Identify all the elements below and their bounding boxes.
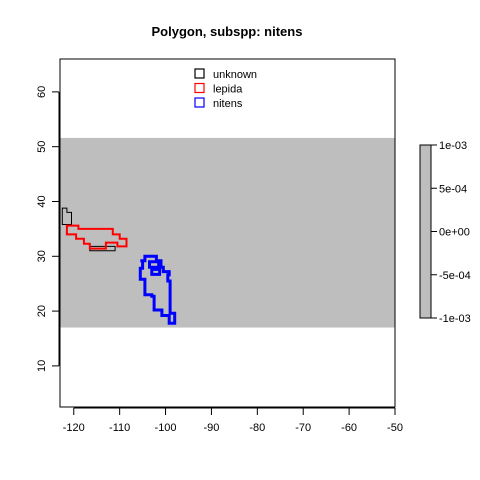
legend: unknown lepida nitens xyxy=(195,69,257,110)
legend-label-unknown: unknown xyxy=(213,69,257,81)
y-tick-label: 60 xyxy=(36,86,48,98)
y-tick-label: 50 xyxy=(36,141,48,153)
background-band xyxy=(60,138,395,328)
colorbar-tick-label: -1e-03 xyxy=(439,313,471,325)
plot-area xyxy=(60,138,395,328)
colorbar-tick-label: 0e+00 xyxy=(439,227,470,239)
legend-key-lepida xyxy=(195,84,204,93)
x-tick-label: -110 xyxy=(109,422,130,434)
y-tick-label: 30 xyxy=(36,250,48,262)
legend-label-lepida: lepida xyxy=(213,84,243,96)
colorbar: 1e-03 5e-04 0e+00 -5e-04 -1e-03 xyxy=(420,140,471,325)
colorbar-tick-label: 5e-04 xyxy=(439,183,467,195)
x-tick-label: -100 xyxy=(155,422,177,434)
legend-label-nitens: nitens xyxy=(213,98,243,110)
x-tick-label: -120 xyxy=(63,422,85,434)
y-tick-label: 20 xyxy=(36,305,48,317)
chart-title: Polygon, subspp: nitens xyxy=(152,24,303,39)
colorbar-tick-label: 1e-03 xyxy=(439,140,467,152)
x-tick-label: -70 xyxy=(295,422,311,434)
y-tick-label: 40 xyxy=(36,195,48,207)
colorbar-tick-label: -5e-04 xyxy=(439,270,471,282)
x-tick-label: -90 xyxy=(203,422,219,434)
colorbar-swatch xyxy=(420,145,431,318)
y-tick-label: 10 xyxy=(36,360,48,372)
legend-key-nitens xyxy=(195,98,204,107)
x-tick-label: -80 xyxy=(249,422,265,434)
x-tick-label: -60 xyxy=(341,422,357,434)
legend-key-unknown xyxy=(195,69,204,78)
x-tick-label: -50 xyxy=(387,422,403,434)
